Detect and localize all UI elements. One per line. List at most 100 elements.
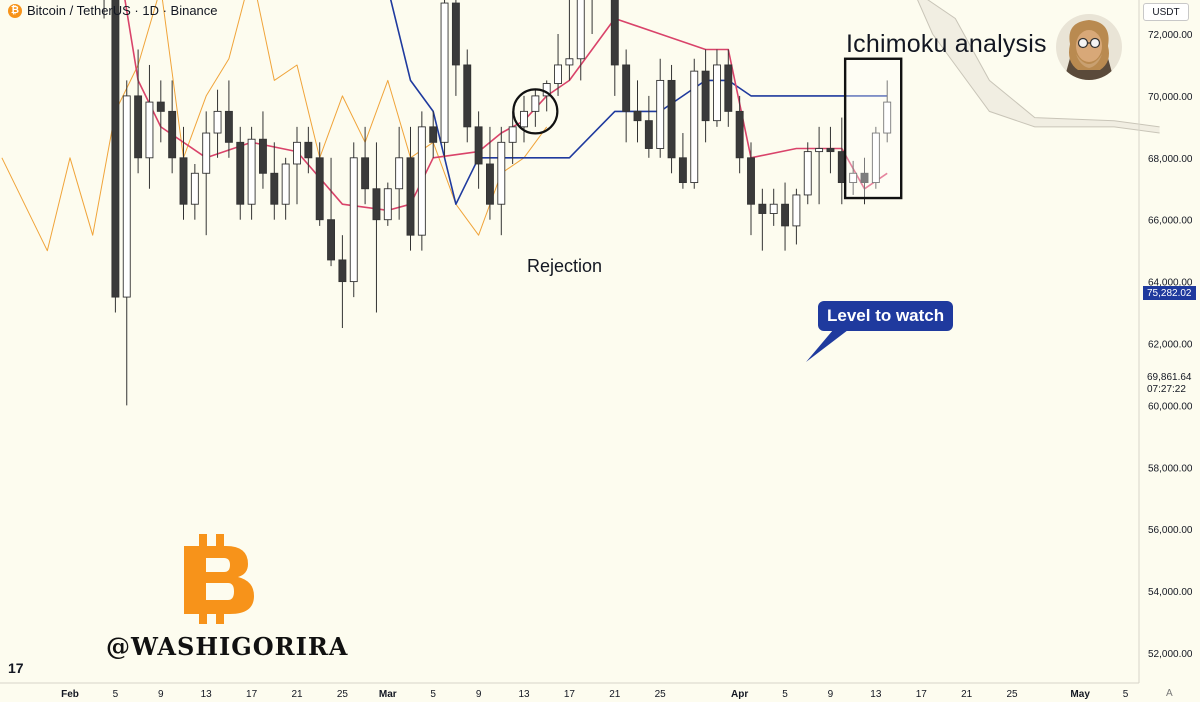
- candle-down: [111, 0, 120, 298]
- candle-down: [701, 70, 710, 122]
- price-tick-label: 68,000.00: [1148, 154, 1193, 165]
- candle-up: [293, 141, 301, 165]
- candle-down: [338, 259, 347, 283]
- currency-button[interactable]: USDT: [1143, 3, 1189, 21]
- rejection-annotation: Rejection: [527, 256, 603, 276]
- time-tick-label: 21: [291, 689, 303, 700]
- candle-down: [486, 163, 494, 205]
- candle-down: [633, 110, 642, 122]
- last-price-tag: 69,861.64: [1147, 371, 1192, 383]
- candle-up: [769, 203, 778, 214]
- candle-down: [758, 203, 767, 214]
- candle-up: [190, 172, 199, 205]
- time-tick-label: 5: [113, 689, 119, 700]
- time-tick-label: 21: [609, 689, 621, 700]
- candle-up: [281, 163, 290, 205]
- price-tick-label: 60,000.00: [1148, 401, 1193, 412]
- time-tick-label: 25: [1006, 689, 1018, 700]
- level-to-watch-callout: Level to watch: [818, 301, 954, 331]
- time-tick-label: 17: [246, 689, 258, 700]
- author-avatar: [1056, 14, 1122, 80]
- candle-up: [202, 132, 211, 174]
- candle-down: [236, 141, 245, 205]
- candle-up: [565, 58, 574, 66]
- price-tick-label: 70,000.00: [1148, 92, 1193, 103]
- candle-down: [667, 79, 676, 159]
- auto-scale-button[interactable]: A: [1166, 688, 1173, 699]
- time-tick-label: Feb: [61, 689, 79, 700]
- candle-down: [781, 203, 789, 227]
- candle-up: [122, 95, 131, 298]
- candle-up: [690, 70, 699, 184]
- time-tick-label: 5: [782, 689, 788, 700]
- time-tick-label: 9: [158, 689, 164, 700]
- symbol-title[interactable]: Bitcoin / TetherUS · 1D · Binance: [27, 3, 218, 18]
- candle-down: [168, 110, 177, 159]
- candle-up: [440, 2, 449, 143]
- symbol-header[interactable]: ₿ Bitcoin / TetherUS · 1D · Binance: [8, 3, 218, 18]
- time-tick-label: Apr: [731, 689, 748, 700]
- price-tick-label: 66,000.00: [1148, 216, 1193, 227]
- candle-down: [429, 126, 438, 143]
- ichimoku-cloud: [917, 0, 1160, 133]
- candle-down: [610, 0, 619, 66]
- candle-up: [508, 126, 517, 143]
- watch-box: [843, 57, 903, 200]
- level-price-tag: 75,282.02: [1143, 286, 1196, 300]
- candle-down: [134, 95, 143, 159]
- time-tick-label: 9: [476, 689, 482, 700]
- tradingview-logo-icon[interactable]: 17: [8, 660, 24, 676]
- candle-down: [622, 64, 631, 112]
- bitcoin-logo-icon: [184, 534, 254, 624]
- candle-up: [803, 151, 812, 196]
- candle-down: [327, 219, 335, 261]
- candle-down: [361, 157, 370, 190]
- candle-up: [213, 110, 222, 134]
- candle-up: [815, 148, 824, 153]
- bitcoin-coin-icon: ₿: [8, 3, 22, 18]
- candle-down: [724, 64, 733, 112]
- price-tick-label: 54,000.00: [1148, 587, 1193, 598]
- candle-down: [372, 188, 381, 221]
- time-tick-label: 17: [564, 689, 576, 700]
- candle-up: [520, 110, 528, 128]
- candle-down: [315, 157, 324, 221]
- time-tick-label: 5: [430, 689, 436, 700]
- candle-up: [576, 0, 585, 60]
- candle-up: [713, 64, 721, 122]
- analysis-title: Ichimoku analysis: [846, 30, 1047, 58]
- time-tick-label: 13: [870, 689, 882, 700]
- candle-down: [451, 2, 460, 66]
- candle-up: [145, 101, 154, 159]
- time-tick-label: 9: [828, 689, 834, 700]
- time-tick-label: Mar: [379, 689, 397, 700]
- time-tick-label: 25: [655, 689, 667, 700]
- candle-down: [304, 141, 313, 159]
- candle-up: [497, 141, 506, 205]
- time-tick-label: 25: [337, 689, 349, 700]
- candle-up: [883, 101, 892, 134]
- price-tick-label: 72,000.00: [1148, 30, 1193, 41]
- candle-up: [383, 188, 392, 221]
- candle-up: [349, 157, 358, 283]
- candle-up: [792, 194, 801, 227]
- candle-down: [644, 120, 653, 149]
- time-tick-label: 13: [518, 689, 530, 700]
- price-tick-label: 58,000.00: [1148, 463, 1193, 474]
- time-tick-label: May: [1070, 689, 1090, 700]
- watermark-handle: @WASHIGORIRA: [106, 632, 349, 661]
- candle-down: [406, 157, 415, 236]
- time-tick-label: 5: [1123, 689, 1129, 700]
- candle-down: [474, 126, 483, 165]
- senkou-span-b-line: [927, 0, 1160, 128]
- candle-down: [860, 172, 869, 184]
- candle-up: [656, 79, 665, 149]
- price-tick-label: 64,000.00: [1148, 278, 1193, 289]
- candle-down: [259, 138, 267, 174]
- senkou-span-a-line: [917, 0, 1160, 134]
- candle-down: [826, 148, 835, 153]
- candle-down: [747, 157, 755, 205]
- callout-pointer: [806, 330, 848, 362]
